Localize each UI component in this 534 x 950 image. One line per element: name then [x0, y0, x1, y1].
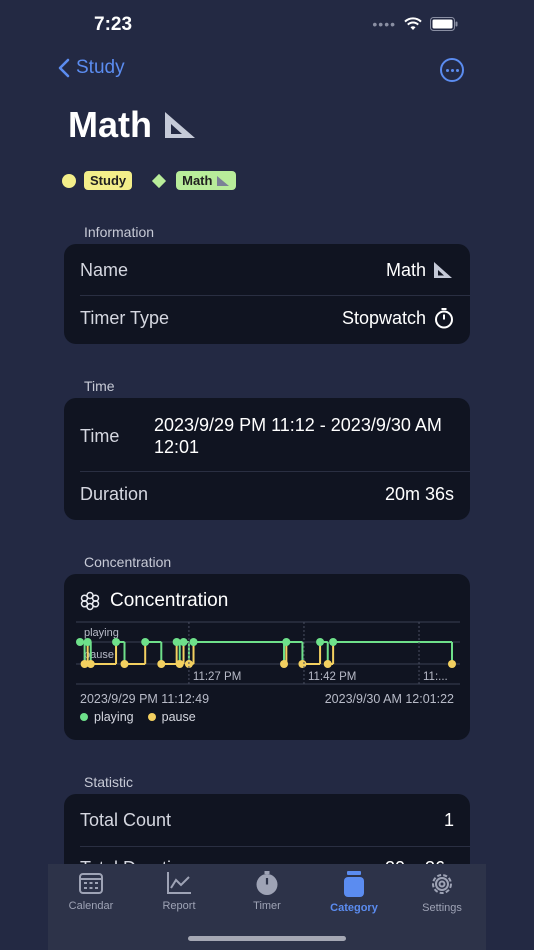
tab-report[interactable]: Report: [144, 870, 214, 912]
time-card: Time 2023/9/29 PM 11:12 - 2023/9/30 AM 1…: [64, 398, 470, 520]
page-title-text: Math: [68, 104, 152, 145]
flower-icon: [80, 591, 100, 611]
back-label: Study: [76, 57, 125, 78]
section-label-statistic: Statistic: [84, 774, 134, 790]
triangle-ruler-icon: [217, 175, 230, 186]
point-pause: [323, 660, 332, 668]
triangle-ruler-icon: [165, 112, 195, 138]
tab-bar: Calendar Report Timer Category Settings: [48, 864, 486, 950]
point-playing: [172, 638, 181, 646]
point-pause: [120, 660, 129, 668]
math-chip[interactable]: Math: [176, 171, 237, 190]
timer-type-label: Timer Type: [80, 307, 170, 328]
page-title: Math: [68, 104, 198, 146]
name-row: Name Math: [80, 258, 454, 282]
stopwatch-icon: [256, 871, 278, 895]
duration-label: Duration: [80, 483, 149, 504]
tick-label: 11:27 PM: [193, 671, 241, 683]
home-indicator: [188, 936, 346, 941]
tab-report-label: Report: [162, 900, 196, 912]
legend-pause-label: pause: [161, 710, 196, 724]
status-time: 7:23: [94, 14, 133, 35]
duration-row: Duration 20m 36s: [80, 482, 454, 506]
stopwatch-icon: [435, 308, 453, 329]
tab-category-label: Category: [330, 902, 378, 914]
point-playing: [189, 638, 198, 646]
point-playing: [112, 638, 121, 646]
duration-value: 20m 36s: [384, 483, 454, 504]
point-playing: [329, 638, 338, 646]
legend-playing-dot: [80, 713, 88, 721]
name-label: Name: [80, 259, 129, 280]
section-label-concentration: Concentration: [84, 554, 172, 570]
wifi-icon: [404, 17, 422, 30]
point-pause: [175, 660, 184, 668]
study-chip[interactable]: Study: [84, 171, 133, 190]
point-playing: [141, 638, 150, 646]
y-label-playing: playing: [84, 627, 119, 639]
total-count-value: 1: [443, 809, 454, 830]
section-label-time: Time: [84, 378, 115, 394]
concentration-chart: playing pause 11:27 PM 11:42 PM 11:...: [76, 621, 460, 685]
legend-pause-dot: [147, 713, 156, 721]
concentration-title: Concentration: [80, 590, 228, 612]
category-chips: Study Math: [62, 171, 237, 190]
back-button[interactable]: Study: [58, 57, 125, 79]
point-playing: [316, 638, 325, 646]
point-playing: [83, 638, 92, 646]
chart-start-time: 2023/9/29 PM 11:12:49: [80, 692, 210, 706]
jar-icon: [344, 871, 364, 897]
status-icons: ••••: [372, 16, 458, 32]
point-pause: [157, 660, 166, 668]
tab-category[interactable]: Category: [319, 870, 389, 914]
point-playing: [282, 638, 291, 646]
legend-playing-label: playing: [94, 710, 134, 724]
tick-label: 11:42 PM: [308, 671, 356, 683]
calendar-icon: [79, 873, 103, 894]
point-pause: [298, 660, 307, 668]
concentration-card: Concentration playing pause 11:27 PM 11:4…: [64, 574, 470, 740]
section-label-information: Information: [84, 224, 155, 240]
point-playing: [179, 638, 188, 646]
chart-icon: [167, 872, 191, 894]
tab-timer[interactable]: Timer: [232, 870, 302, 912]
point-pause: [80, 660, 89, 668]
tab-settings[interactable]: Settings: [407, 870, 477, 914]
tab-settings-label: Settings: [422, 902, 462, 914]
point-pause: [448, 660, 456, 668]
time-value: 2023/9/29 PM 11:12 - 2023/9/30 AM 12:01: [154, 415, 442, 457]
time-label: Time: [80, 425, 120, 446]
chart-end-time: 2023/9/30 AM 12:01:22: [324, 692, 454, 706]
math-chip-label: Math: [182, 173, 213, 188]
tab-calendar-label: Calendar: [68, 900, 114, 912]
diamond-icon: [152, 173, 167, 188]
information-card: Name Math Timer Type Stopwatch: [64, 244, 470, 344]
gear-icon: [432, 874, 452, 894]
chevron-left-icon: [58, 58, 70, 78]
point-playing: [76, 638, 84, 646]
more-options-button[interactable]: [440, 58, 464, 82]
total-count-row: Total Count 1: [80, 808, 454, 832]
battery-icon: [430, 17, 458, 31]
tab-timer-label: Timer: [253, 900, 281, 912]
chart-legend: playing pause: [80, 710, 196, 724]
point-pause: [86, 660, 95, 668]
tick-label: 11:...: [423, 671, 448, 683]
time-row: Time 2023/9/29 PM 11:12 - 2023/9/30 AM 1…: [80, 410, 454, 462]
point-pause: [280, 660, 289, 668]
concentration-title-text: Concentration: [110, 590, 229, 611]
timer-type-row: Timer Type Stopwatch: [80, 306, 454, 330]
signal-icon: ••••: [372, 16, 396, 32]
triangle-ruler-icon: [434, 262, 452, 278]
total-count-label: Total Count: [80, 809, 172, 830]
tab-calendar[interactable]: Calendar: [56, 870, 126, 912]
name-value: Math: [385, 259, 426, 280]
study-dot-icon: [62, 173, 76, 188]
timer-type-value: Stopwatch: [341, 307, 426, 328]
